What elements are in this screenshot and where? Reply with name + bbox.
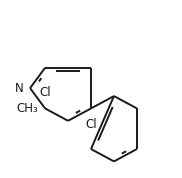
Text: Cl: Cl <box>85 117 97 130</box>
Text: CH₃: CH₃ <box>16 102 38 115</box>
Text: N: N <box>15 82 24 95</box>
Text: Cl: Cl <box>39 86 51 99</box>
